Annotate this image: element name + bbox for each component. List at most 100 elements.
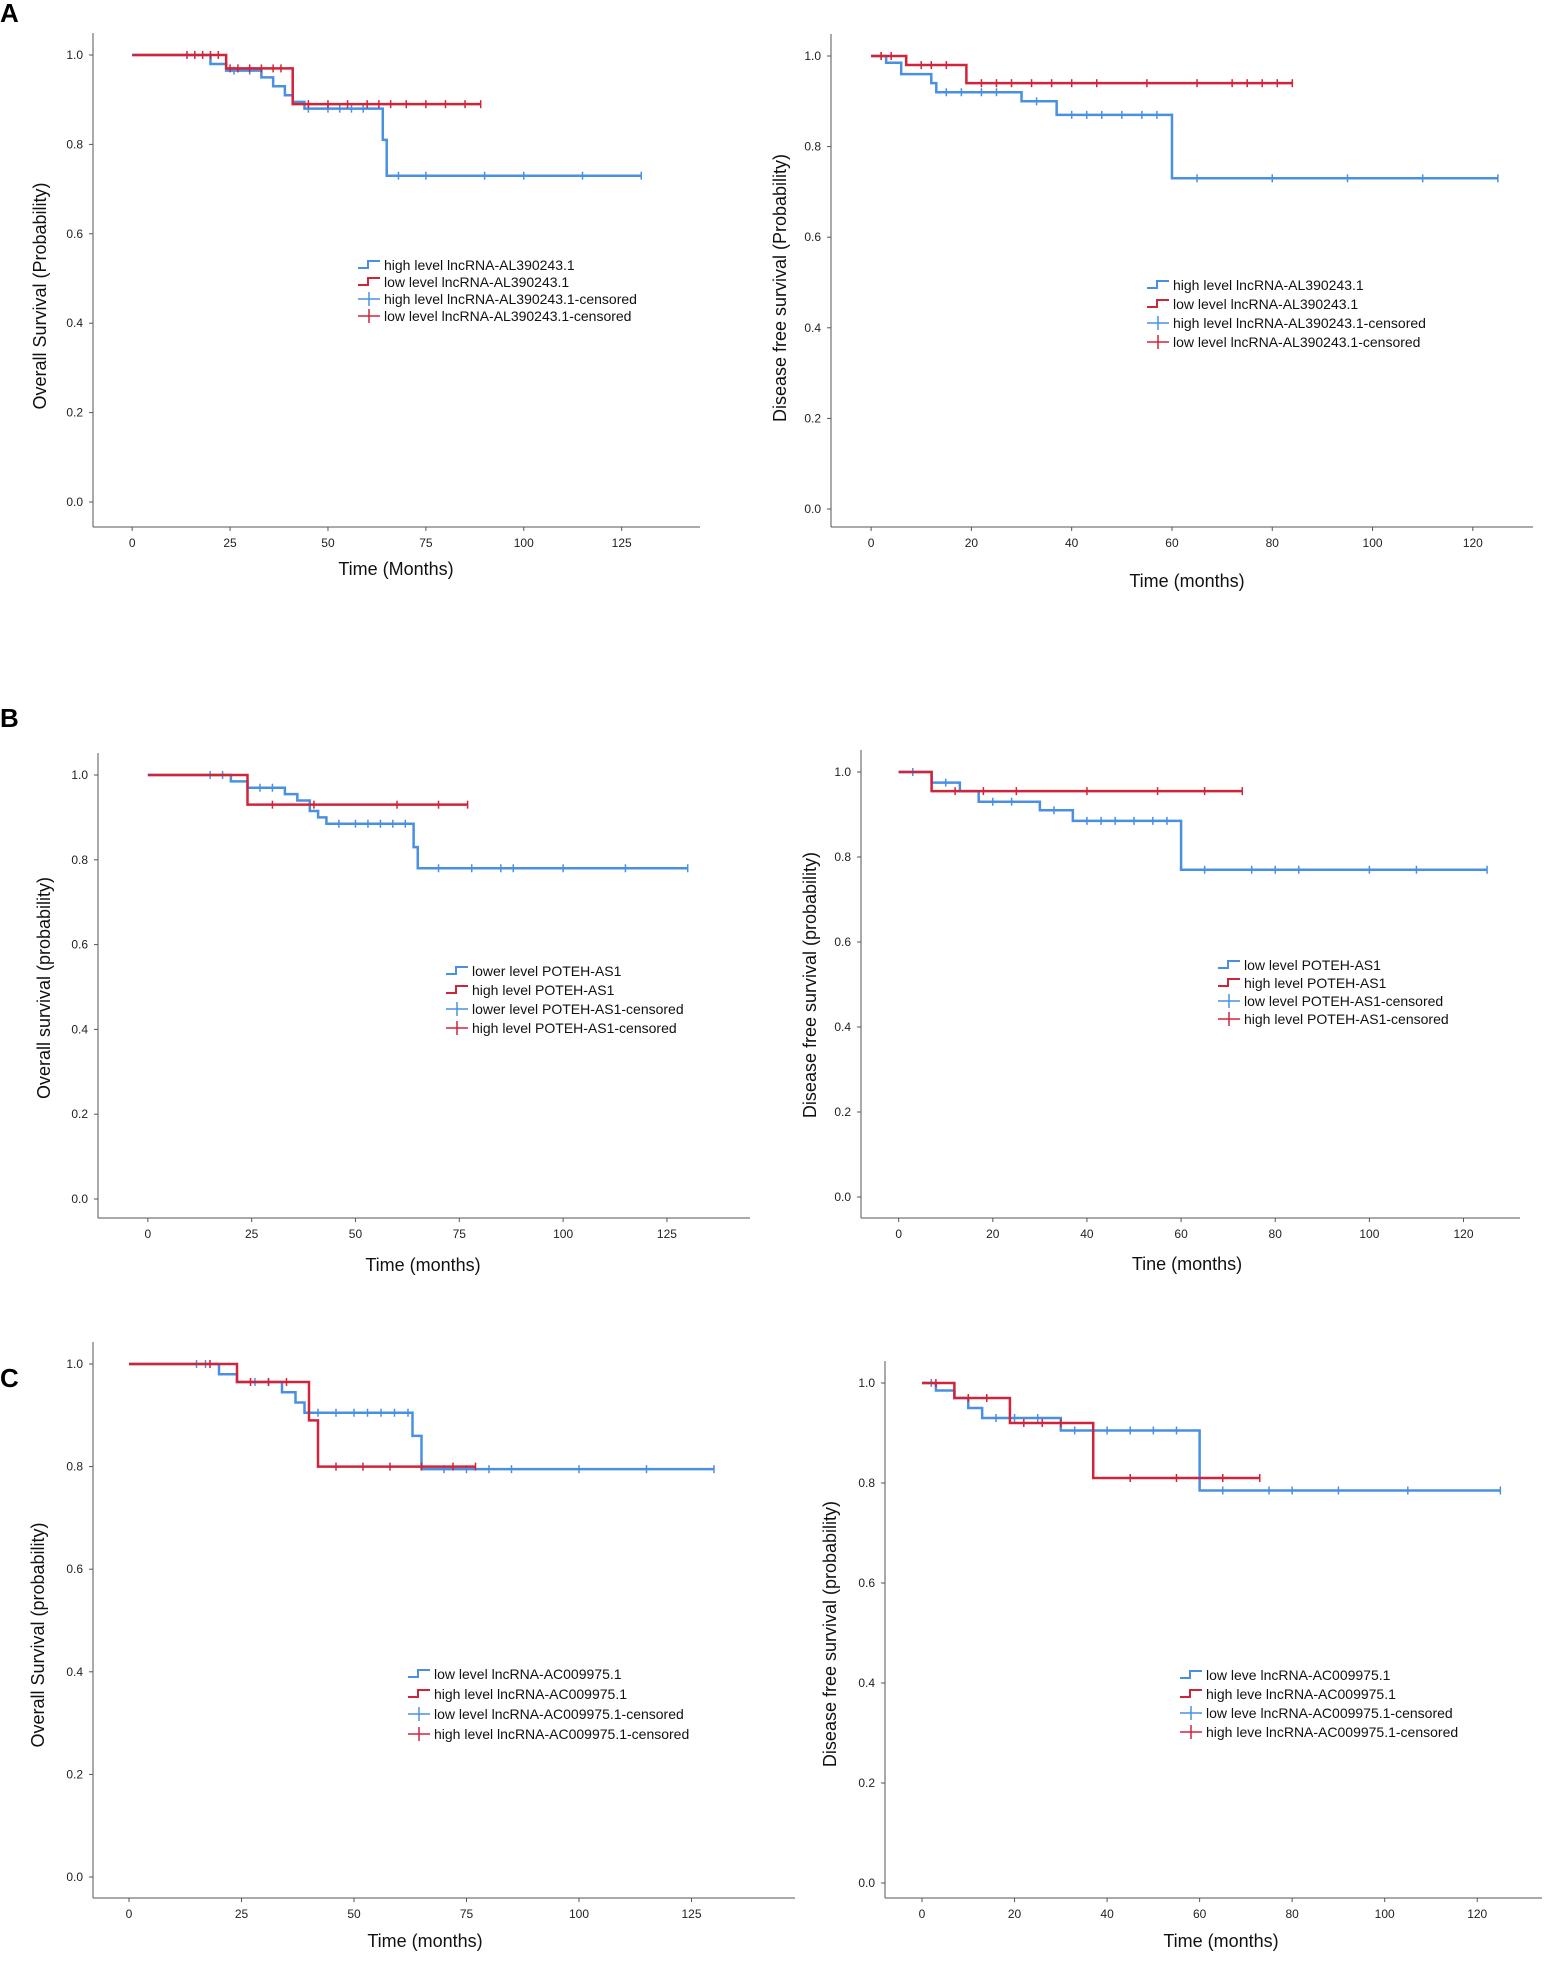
- legend-entry: high level POTEH-AS1: [472, 982, 615, 998]
- legend-line-swatch: [1147, 299, 1169, 308]
- x-tick-label: 40: [1100, 1907, 1114, 1921]
- legend-entry: low level lncRNA-AL390243.1: [1173, 296, 1358, 312]
- y-tick-label: 0.2: [66, 406, 83, 420]
- x-axis-title: Time (months): [1129, 571, 1244, 591]
- x-tick-label: 20: [965, 536, 979, 550]
- y-tick-label: 0.8: [66, 1460, 83, 1474]
- x-tick-label: 80: [1266, 536, 1280, 550]
- x-tick-label: 125: [681, 1907, 701, 1921]
- series-1-curve: [898, 770, 1488, 871]
- x-axis-title: Time (months): [1163, 1931, 1278, 1951]
- y-tick-label: 1.0: [858, 1376, 875, 1390]
- legend-entry: low level lncRNA-AC009975.1-censored: [434, 1706, 684, 1722]
- legend-line-swatch: [1218, 978, 1240, 987]
- legend-line-swatch: [358, 277, 380, 286]
- y-tick-label: 0.2: [834, 1105, 851, 1119]
- legend-line-swatch: [1180, 1689, 1202, 1698]
- y-tick-label: 0.8: [66, 137, 83, 151]
- legend: high level lncRNA-AL390243.1 low level ln…: [1147, 277, 1426, 350]
- legend-entry: lower level POTEH-AS1: [472, 963, 622, 979]
- x-tick-label: 100: [1375, 1907, 1395, 1921]
- legend-entry: low level lncRNA-AL390243.1-censored: [1173, 334, 1420, 350]
- legend-entry: low level POTEH-AS1-censored: [1244, 993, 1443, 1009]
- legend: low level POTEH-AS1 high level POTEH-AS1 l…: [1218, 957, 1449, 1027]
- y-tick-label: 1.0: [804, 49, 821, 63]
- legend: low leve lncRNA-AC009975.1 high leve lncR…: [1180, 1667, 1458, 1740]
- series-2-curve: [922, 1381, 1260, 1480]
- legend-line-swatch: [1147, 280, 1169, 289]
- series-1-curve: [132, 53, 642, 177]
- y-tick-label: 0.8: [804, 140, 821, 154]
- km-chart-4: 0.0 0.2 0.4 0.6 0.8 1.0 0 20 40 60 80 100 120 Tine (m…: [800, 750, 1520, 1274]
- y-axis-title: Disease free survival (Probability): [770, 154, 790, 422]
- legend-entry: high level lncRNA-AL390243.1: [1173, 277, 1364, 293]
- x-tick-label: 100: [514, 536, 534, 550]
- legend: lower level POTEH-AS1 high level POTEH-AS…: [446, 963, 684, 1036]
- y-tick-label: 0.6: [66, 1562, 83, 1576]
- legend-entry: low level POTEH-AS1: [1244, 957, 1381, 973]
- legend-entry: high level POTEH-AS1-censored: [1244, 1011, 1449, 1027]
- km-chart-6: 0.0 0.2 0.4 0.6 0.8 1.0 0 20 40 60 80 100 120 Time (m…: [820, 1361, 1542, 1951]
- x-tick-label: 0: [919, 1907, 926, 1921]
- y-tick-label: 0.6: [804, 230, 821, 244]
- y-tick-label: 0.4: [66, 1665, 83, 1679]
- legend-entry: low leve lncRNA-AC009975.1: [1206, 1667, 1391, 1683]
- y-tick-label: 0.8: [71, 853, 88, 867]
- x-tick-label: 120: [1467, 1907, 1487, 1921]
- x-tick-label: 75: [460, 1907, 474, 1921]
- y-tick-label: 0.4: [834, 1020, 851, 1034]
- km-chart-1: 0.0 0.2 0.4 0.6 0.8 1.0 0 25 50 75 100 125 Time (Mon…: [30, 33, 700, 579]
- legend-entry: high level POTEH-AS1-censored: [472, 1020, 677, 1036]
- series-2-curve: [871, 54, 1293, 85]
- legend-line-swatch: [408, 1669, 430, 1678]
- x-tick-label: 25: [223, 536, 237, 550]
- y-tick-label: 0.8: [834, 850, 851, 864]
- series-1-curve: [129, 1362, 714, 1471]
- x-tick-label: 100: [1363, 536, 1383, 550]
- y-tick-label: 0.2: [66, 1767, 83, 1781]
- km-chart-3: 0.0 0.2 0.4 0.6 0.8 1.0 0 25 50 75 100 125 Time (mon…: [34, 753, 750, 1275]
- legend-entry: lower level POTEH-AS1-censored: [472, 1001, 684, 1017]
- y-tick-label: 0.0: [858, 1876, 875, 1890]
- x-tick-label: 60: [1174, 1227, 1188, 1241]
- y-tick-label: 0.4: [858, 1676, 875, 1690]
- x-tick-label: 20: [1008, 1907, 1022, 1921]
- legend: low level lncRNA-AC009975.1 high level ln…: [408, 1666, 689, 1742]
- legend-entry: high level lncRNA-AL390243.1: [384, 257, 575, 273]
- x-axis-title: Time (Months): [338, 559, 453, 579]
- x-tick-label: 100: [1359, 1227, 1379, 1241]
- x-tick-label: 50: [321, 536, 335, 550]
- panel-label-b: B: [0, 703, 19, 733]
- y-tick-label: 0.0: [804, 502, 821, 516]
- y-axis-title: Overall survival (probability): [34, 877, 54, 1099]
- y-tick-label: 0.0: [834, 1190, 851, 1204]
- y-tick-label: 0.0: [66, 1870, 83, 1884]
- x-tick-label: 0: [868, 536, 875, 550]
- x-tick-label: 125: [612, 536, 632, 550]
- legend-line-swatch: [358, 260, 380, 269]
- y-tick-label: 1.0: [66, 1357, 83, 1371]
- x-tick-label: 0: [895, 1227, 902, 1241]
- x-tick-label: 80: [1285, 1907, 1299, 1921]
- y-axis-title: Disease free survival (probability): [820, 1501, 840, 1767]
- x-tick-label: 100: [569, 1907, 589, 1921]
- x-tick-label: 100: [553, 1227, 573, 1241]
- x-tick-label: 25: [245, 1227, 259, 1241]
- x-tick-label: 125: [657, 1227, 677, 1241]
- legend-line-swatch: [446, 966, 468, 975]
- y-tick-label: 0.6: [71, 938, 88, 952]
- legend-entry: high level lncRNA-AC009975.1-censored: [434, 1726, 689, 1742]
- legend-line-swatch: [1180, 1670, 1202, 1679]
- y-tick-label: 0.6: [858, 1576, 875, 1590]
- x-tick-label: 75: [419, 536, 433, 550]
- x-tick-label: 50: [347, 1907, 361, 1921]
- y-tick-label: 0.0: [66, 495, 83, 509]
- x-tick-label: 0: [129, 536, 136, 550]
- y-tick-label: 0.4: [804, 321, 821, 335]
- y-tick-label: 0.6: [834, 935, 851, 949]
- y-tick-label: 1.0: [66, 48, 83, 62]
- y-tick-label: 0.0: [71, 1192, 88, 1206]
- y-tick-label: 0.4: [71, 1022, 88, 1036]
- charts-container: 0.0 0.2 0.4 0.6 0.8 1.0 0 25 50 75 100 125 Time (Mon…: [28, 33, 1542, 1951]
